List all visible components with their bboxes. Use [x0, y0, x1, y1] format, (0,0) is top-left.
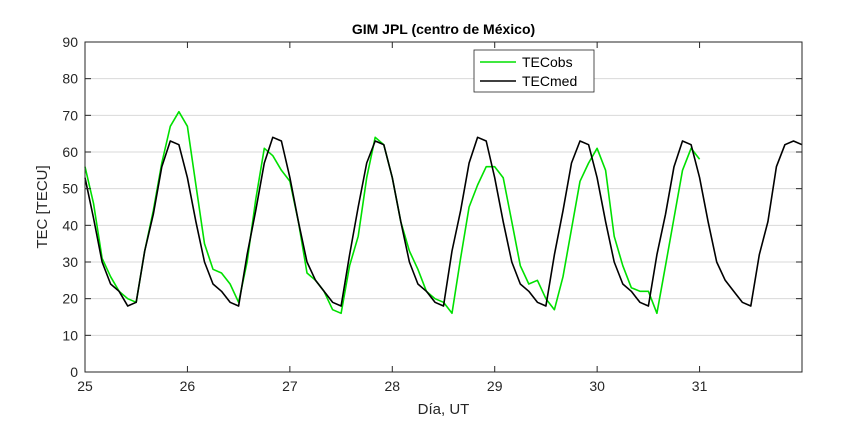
legend-entry-tecmed: TECmed [522, 73, 577, 89]
y-tick-label-40: 40 [62, 217, 78, 233]
legend-box [473, 49, 595, 93]
y-tick-label-80: 80 [62, 71, 78, 87]
y-tick-label-50: 50 [62, 181, 78, 197]
y-tick-label-20: 20 [62, 291, 78, 307]
y-tick-label-10: 10 [62, 327, 78, 343]
y-tick-label-70: 70 [62, 107, 78, 123]
x-axis-label: Día, UT [418, 401, 470, 418]
legend: TECobs TECmed [473, 49, 595, 93]
y-tick-label-90: 90 [62, 34, 78, 50]
y-tick-label-60: 60 [62, 144, 78, 160]
x-tick-label-27: 27 [282, 378, 298, 394]
series-layer [84, 110, 803, 315]
x-tick-label-26: 26 [180, 378, 196, 394]
y-tick-label-0: 0 [70, 364, 78, 380]
y-axis-label: TEC [TECU] [34, 165, 51, 248]
plot-frame [84, 41, 803, 373]
series-line-tecmed [84, 136, 803, 307]
x-tick-label-29: 29 [487, 378, 503, 394]
x-tick-label-25: 25 [77, 378, 93, 394]
gridlines [85, 78, 802, 336]
plot-area [85, 42, 802, 372]
legend-entry-tecobs: TECobs [522, 54, 573, 70]
y-tick-label-30: 30 [62, 254, 78, 270]
x-tick-label-30: 30 [589, 378, 605, 394]
chart-title: GIM JPL (centro de México) [352, 21, 535, 37]
x-tick-label-28: 28 [384, 378, 400, 394]
axis-ticks: 0 10 20 30 40 50 60 70 80 90 25 26 27 28 29 30 31 [62, 34, 802, 394]
x-tick-label-31: 31 [692, 378, 708, 394]
